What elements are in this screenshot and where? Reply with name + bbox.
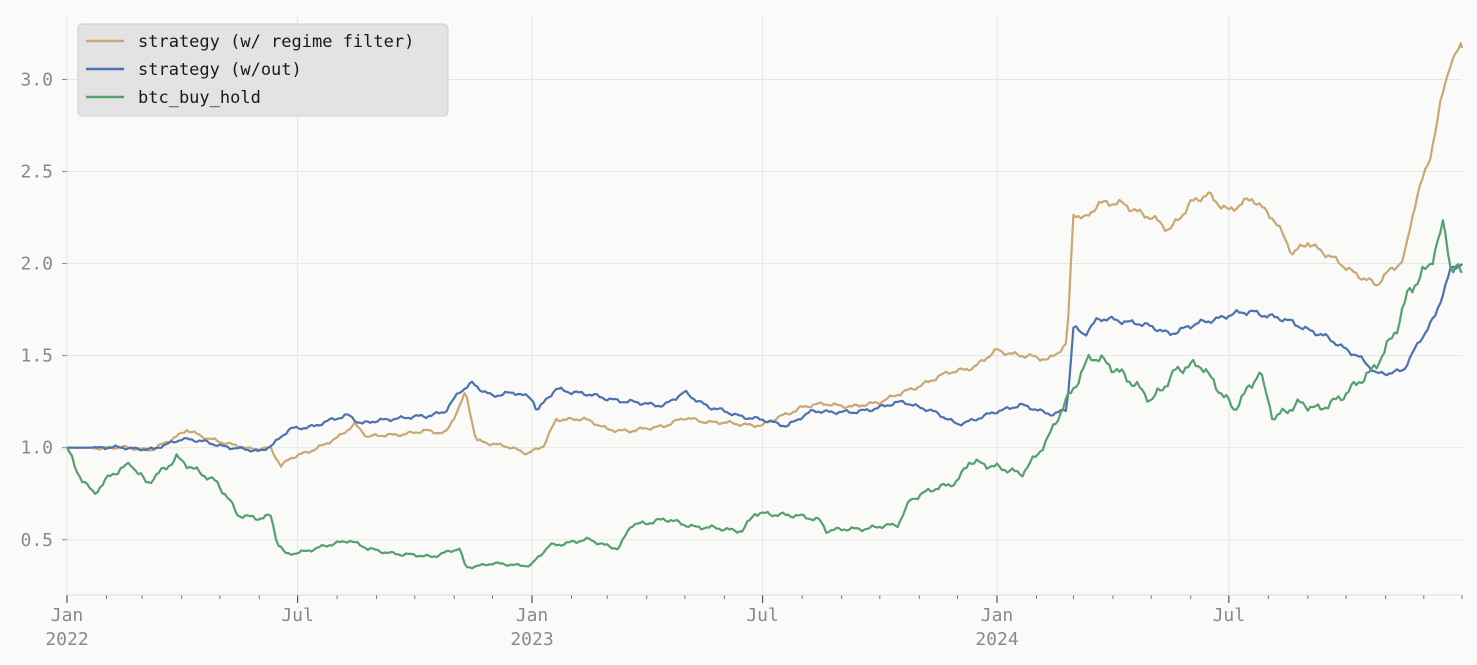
axes: 0.5 1.0 1.5 2.0 2.5 3.0 Jan 2022 Jul Jan 2023 Jul Ja… [20, 69, 1463, 650]
x-tick-label: Jan [516, 605, 549, 626]
x-tick-label-year: 2023 [510, 629, 553, 650]
y-tick-label: 0.5 [20, 530, 53, 551]
y-tick-label: 1.0 [20, 438, 53, 459]
legend: strategy (w/ regime filter) strategy (w/o… [77, 23, 449, 117]
series-line-1 [67, 263, 1463, 453]
x-tick-label-year: 2024 [975, 629, 1018, 650]
legend-label: btc_buy_hold [138, 88, 261, 108]
legend-label: strategy (w/out) [138, 60, 302, 80]
series-lines [66, 42, 1464, 570]
y-tick-label: 2.5 [20, 162, 53, 183]
legend-box [77, 23, 449, 117]
x-tick-label: Jul [281, 605, 314, 626]
x-tick-label-year: 2022 [45, 629, 88, 650]
y-tick-label: 1.5 [20, 346, 53, 367]
y-tick-label: 2.0 [20, 254, 53, 275]
x-tick-label: Jan [51, 605, 84, 626]
x-tick-label: Jul [746, 605, 779, 626]
x-tick-label: Jul [1213, 605, 1246, 626]
series-line-2 [66, 219, 1463, 570]
y-tick-label: 3.0 [20, 69, 53, 90]
x-tick-label: Jan [981, 605, 1014, 626]
legend-label: strategy (w/ regime filter) [138, 32, 414, 52]
